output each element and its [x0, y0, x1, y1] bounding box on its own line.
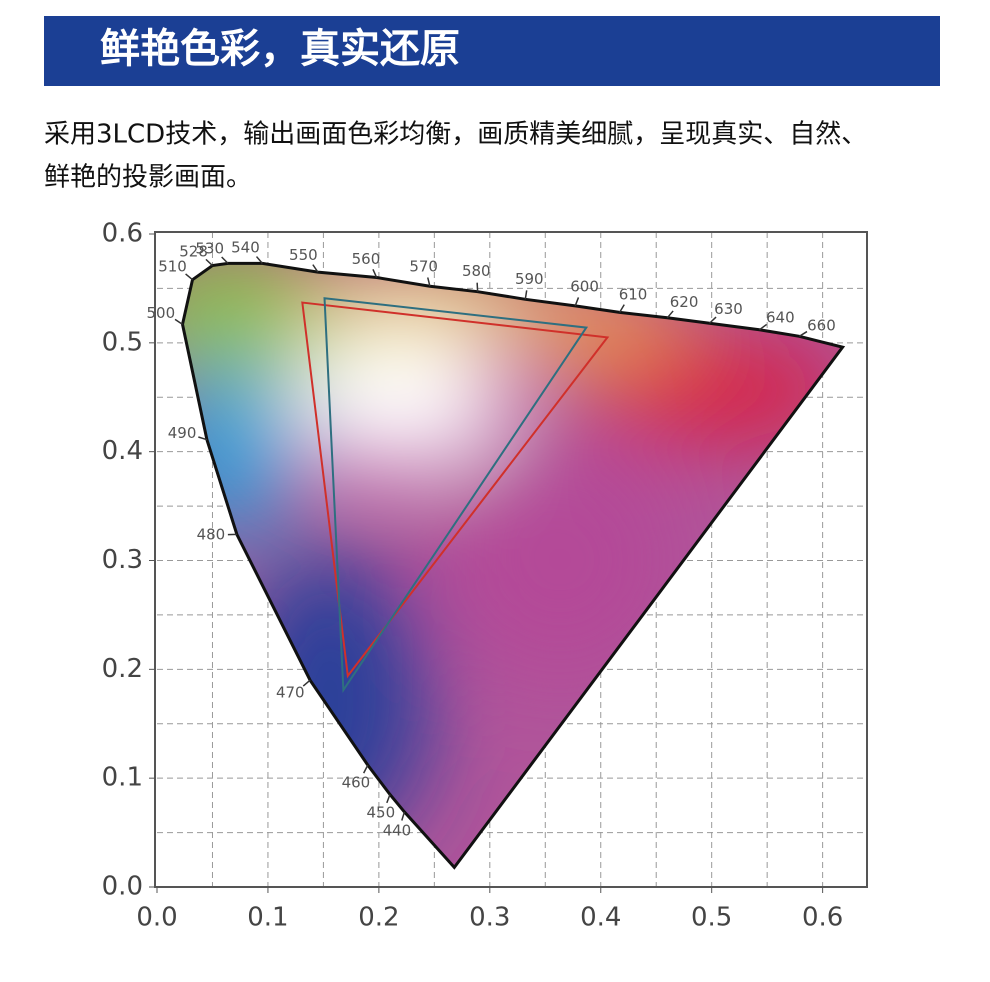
wavelength-label: 470 — [276, 684, 305, 702]
wavelength-label: 640 — [766, 308, 795, 326]
wavelength-label: 660 — [807, 316, 836, 334]
y-tick-label: 0.6 — [102, 219, 143, 249]
wavelength-tick — [401, 811, 406, 821]
wavelength-tick — [386, 794, 391, 804]
wavelength-tick — [362, 764, 369, 774]
wavelength-tick — [666, 310, 674, 319]
wavelength-tick — [185, 273, 193, 281]
wavelength-tick — [312, 264, 319, 273]
wavelength-label: 540 — [231, 239, 260, 257]
wavelength-label: 500 — [147, 304, 176, 322]
wavelength-label: 480 — [197, 525, 226, 543]
wavelength-tick — [302, 679, 311, 687]
description-line: 采用3LCD技术，输出画面色彩均衡，画质精美细腻，呈现真实、自然、 — [44, 120, 867, 150]
wavelength-label: 510 — [158, 257, 187, 275]
x-tick-label: 0.2 — [358, 903, 399, 933]
wavelength-tick — [758, 323, 768, 331]
wavelength-tick — [174, 318, 183, 325]
wavelength-label: 530 — [195, 240, 224, 258]
y-tick-label: 0.3 — [102, 545, 143, 575]
header-title: 鲜艳色彩，真实还原 — [100, 26, 460, 72]
wavelength-label: 490 — [168, 424, 197, 442]
marks — [301, 297, 610, 694]
wavelength-label: 450 — [367, 804, 396, 822]
wavelength-label: 570 — [409, 257, 438, 275]
description-line: 鲜艳的投影画面。 — [44, 163, 252, 193]
wavelength-tick — [205, 258, 213, 267]
gamut-triangle — [301, 301, 610, 679]
x-tick-label: 0.3 — [469, 903, 510, 933]
x-tick-label: 0.6 — [802, 903, 843, 933]
wavelength-label: 590 — [515, 270, 544, 288]
wavelength-label: 560 — [352, 250, 381, 268]
y-tick-label: 0.5 — [102, 327, 143, 357]
wavelength-tick — [427, 277, 431, 287]
wavelength-tick — [255, 256, 263, 264]
wavelength-label: 610 — [619, 286, 648, 304]
plot-frame — [154, 231, 868, 888]
y-tick-label: 0.1 — [102, 763, 143, 793]
wavelength-tick — [221, 256, 229, 264]
y-tick-label: 0.2 — [102, 654, 143, 684]
wavelength-tick — [618, 304, 625, 313]
y-tick-label: 0.4 — [102, 436, 143, 466]
x-tick-label: 0.4 — [580, 903, 621, 933]
wavelength-label: 630 — [714, 300, 743, 318]
x-tick-label: 0.5 — [691, 903, 732, 933]
gamut-triangle — [323, 297, 589, 694]
wavelength-tick — [708, 316, 717, 324]
wavelength-tick — [798, 330, 808, 337]
x-tick-label: 0.0 — [136, 903, 177, 933]
wavelength-tick — [574, 297, 580, 307]
wavelength-label: 580 — [462, 262, 491, 280]
header-banner — [44, 16, 940, 86]
y-tick-label: 0.0 — [102, 872, 143, 902]
wavelength-tick — [372, 269, 378, 278]
wavelength-label: 460 — [342, 773, 371, 791]
wavelength-label: 550 — [289, 246, 318, 264]
wavelength-label: 528 — [179, 242, 208, 260]
x-tick-label: 0.1 — [247, 903, 288, 933]
wavelength-tick — [198, 436, 208, 441]
wavelength-label: 600 — [570, 278, 599, 296]
wavelength-label: 620 — [670, 293, 699, 311]
wavelength-tick — [524, 290, 528, 300]
wavelength-label: 440 — [383, 822, 412, 840]
